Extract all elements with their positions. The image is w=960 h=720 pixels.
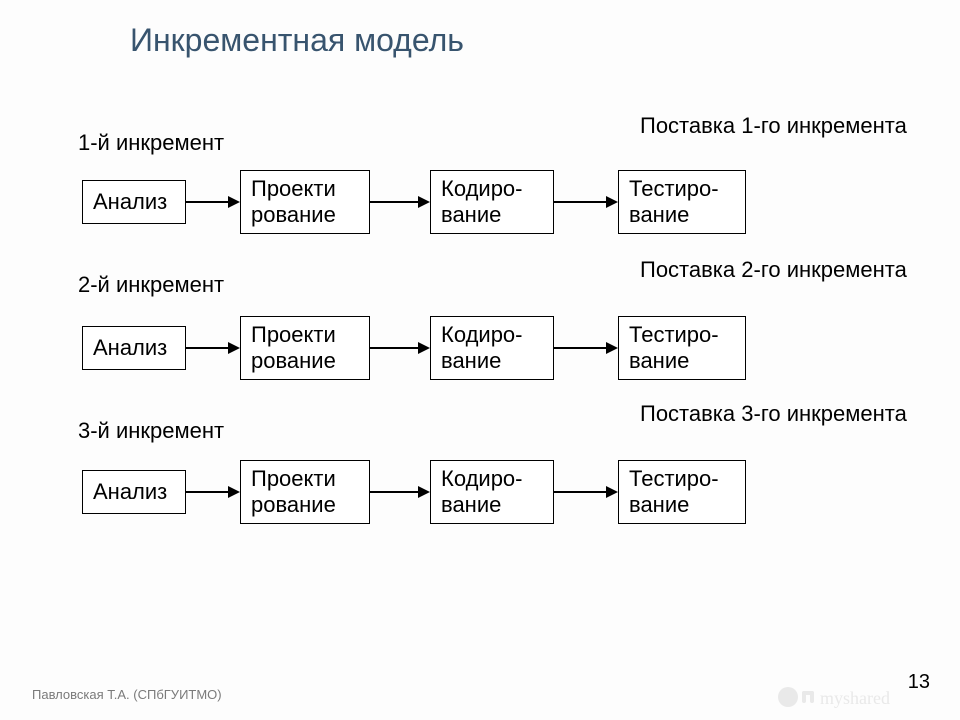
flow-node: Анализ [82,180,186,224]
flow-node: Анализ [82,470,186,514]
flow-node: Кодиро- вание [430,170,554,234]
flow-node: Кодиро- вание [430,460,554,524]
increment-label: 2-й инкремент [78,272,224,298]
flow-node: Тестиро- вание [618,170,746,234]
delivery-label: Поставка 2-го инкремента [640,256,907,284]
delivery-label: Поставка 1-го инкремента [640,112,907,140]
flow-node: Анализ [82,326,186,370]
slide-title: Инкрементная модель [130,22,464,59]
flow-node: Кодиро- вание [430,316,554,380]
increment-label: 1-й инкремент [78,130,224,156]
footer-text: Павловская Т.А. (СПбГУИТМО) [32,687,222,702]
watermark-text: myshared [820,688,890,708]
flow-node: Проекти рование [240,170,370,234]
flow-node: Тестиро- вание [618,460,746,524]
flow-node: Тестиро- вание [618,316,746,380]
delivery-label: Поставка 3-го инкремента [640,400,907,428]
increment-label: 3-й инкремент [78,418,224,444]
flow-node: Проекти рование [240,460,370,524]
page-number: 13 [908,671,930,694]
slide: Инкрементная модель 1-й инкремент Поставк… [0,0,960,720]
flow-node: Проекти рование [240,316,370,380]
